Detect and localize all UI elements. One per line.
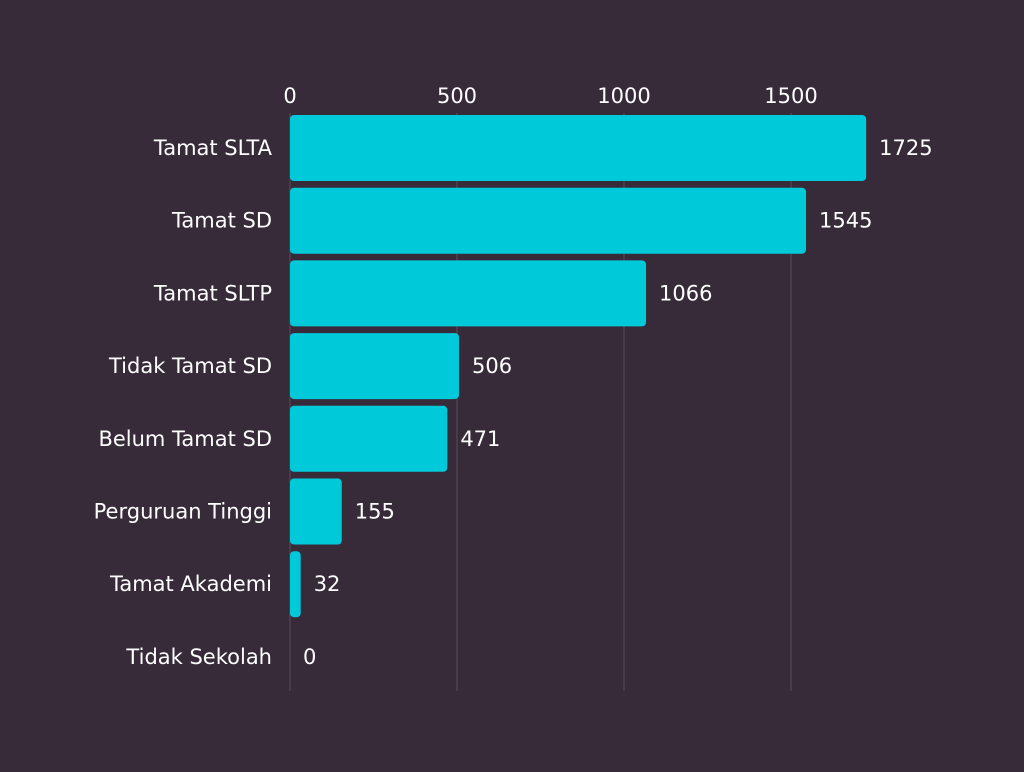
x-tick-label: 1000 (597, 84, 650, 108)
category-label: Perguruan Tinggi (94, 500, 272, 524)
data-label: 471 (460, 427, 500, 451)
bar (290, 478, 342, 545)
category-labels: Tamat SLTA Tamat SD Tamat SLTP Tidak Tamat … (94, 136, 273, 669)
bar (290, 405, 448, 472)
category-label: Belum Tamat SD (98, 427, 272, 451)
data-label: 0 (303, 645, 316, 669)
value-labels: 1725 1545 1066 506 471 155 32 0 (303, 136, 933, 669)
data-label: 32 (314, 572, 341, 596)
data-label: 1725 (879, 136, 932, 160)
bar (290, 551, 301, 618)
category-label: Tamat SD (171, 209, 272, 233)
data-label: 1066 (659, 281, 712, 305)
bar (290, 115, 867, 181)
bars (290, 115, 867, 618)
x-tick-label: 1500 (764, 84, 817, 108)
category-label: Tamat Akademi (109, 572, 272, 596)
bar (290, 187, 807, 254)
category-label: Tidak Tamat SD (108, 354, 272, 378)
x-axis-ticks: 0 500 1000 1500 (283, 84, 817, 108)
data-label: 506 (472, 354, 512, 378)
category-label: Tamat SLTA (153, 136, 273, 160)
bar (290, 333, 460, 400)
data-label: 155 (355, 500, 395, 524)
x-tick-label: 0 (283, 84, 296, 108)
data-label: 1545 (819, 209, 872, 233)
category-label: Tidak Sekolah (125, 645, 272, 669)
bar (290, 260, 647, 327)
x-tick-label: 500 (437, 84, 477, 108)
category-label: Tamat SLTP (153, 281, 272, 305)
